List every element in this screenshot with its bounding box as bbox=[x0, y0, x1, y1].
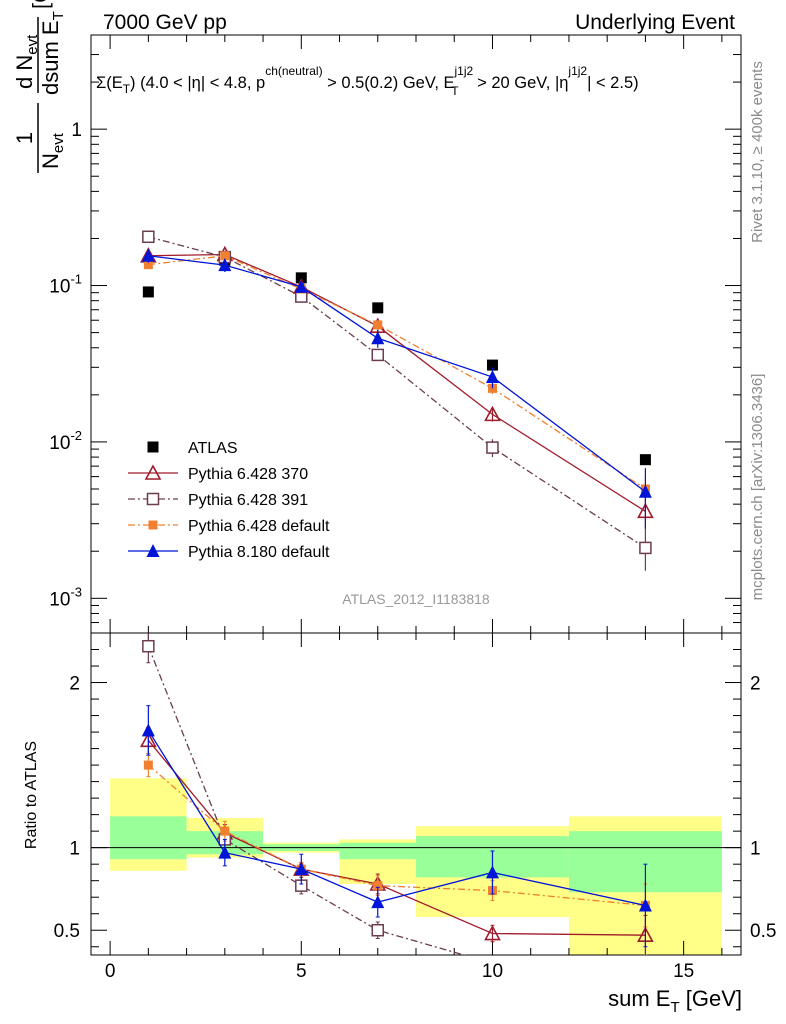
x-tick-label: 15 bbox=[673, 961, 694, 982]
legend-label-p370: Pythia 6.428 370 bbox=[188, 466, 308, 483]
series-line-p370 bbox=[148, 253, 646, 512]
legend-label-p6def: Pythia 6.428 default bbox=[188, 518, 330, 535]
y-tick-label: 10-1 bbox=[49, 272, 82, 298]
cut-text: Σ(ET) (4.0 < |η| < 4.8, pch(neutral) > 0… bbox=[96, 64, 639, 98]
point-p6def bbox=[220, 251, 230, 261]
y-tick-label: 1 bbox=[71, 120, 82, 141]
ratio-point-p370 bbox=[484, 924, 501, 941]
ratio-y-tick-label-right: 0.5 bbox=[750, 921, 776, 942]
x-tick-label: 5 bbox=[296, 961, 307, 982]
ratio-series bbox=[140, 633, 654, 974]
x-tick-label: 10 bbox=[482, 961, 503, 982]
legend-marker-p6def bbox=[148, 520, 158, 530]
rivet-label: Rivet 3.1.10, ≥ 400k events bbox=[749, 61, 766, 243]
point-atlas bbox=[372, 302, 384, 314]
ratio-line-p6def bbox=[147, 764, 646, 907]
series-line-p8def bbox=[148, 255, 646, 493]
ratio-point-p8def bbox=[485, 865, 499, 879]
axes: 0 5 10 15 10-3 10-2 10-1 1 0.5 0.5 1 1 2 2 bbox=[49, 34, 776, 982]
y-title-one: 1 bbox=[12, 132, 37, 144]
point-p8def bbox=[141, 248, 155, 262]
point-p391 bbox=[486, 441, 499, 454]
mcplots-label: mcplots.cern.ch [arXiv:1306.3436] bbox=[749, 374, 766, 601]
point-p8def bbox=[485, 370, 499, 384]
point-p370 bbox=[484, 405, 501, 422]
point-atlas bbox=[295, 272, 307, 284]
ratio-y-tick-label-right: 2 bbox=[750, 674, 761, 695]
point-atlas bbox=[486, 359, 498, 371]
ratio-point-p391 bbox=[371, 923, 385, 937]
main-series bbox=[140, 230, 654, 571]
ratio-point-p6def bbox=[220, 826, 230, 836]
header-right: Underlying Event bbox=[575, 11, 735, 34]
ratio-y-tick-label: 0.5 bbox=[54, 921, 80, 942]
ratio-point-p6def bbox=[373, 881, 383, 891]
ratio-y-tick-label: 2 bbox=[69, 674, 80, 695]
ratio-y-tick-label-right: 1 bbox=[750, 839, 761, 860]
ratio-point-p8def bbox=[218, 845, 232, 859]
y-axis-title-main: 1 Nevt d Nevt dsum ET [GeV-1] bbox=[12, 0, 67, 173]
point-atlas bbox=[142, 286, 154, 298]
ratio-point-p391 bbox=[142, 639, 155, 653]
x-tick-label: 0 bbox=[105, 961, 116, 982]
point-atlas bbox=[639, 454, 651, 466]
point-p6def bbox=[143, 260, 153, 270]
y-title-dsum: dsum ET bbox=[38, 11, 67, 95]
point-p6def bbox=[373, 320, 383, 330]
point-p391 bbox=[142, 230, 155, 244]
y-title-unit: [GeV-1] bbox=[26, 0, 53, 9]
legend-label-atlas: ATLAS bbox=[188, 440, 238, 457]
y-tick-label: 10-2 bbox=[49, 428, 82, 454]
y-tick-label: 10-3 bbox=[49, 584, 82, 610]
legend-marker-p8def bbox=[146, 544, 160, 557]
series-line-p391 bbox=[148, 236, 646, 549]
y-axis-title-ratio: Ratio to ATLAS bbox=[23, 741, 40, 849]
ratio-point-p6def bbox=[143, 760, 153, 770]
series-line-p6def bbox=[148, 255, 646, 490]
analysis-id: ATLAS_2012_I1183818 bbox=[342, 591, 490, 607]
ratio-point-p8def bbox=[638, 898, 652, 912]
point-p8def bbox=[294, 279, 308, 293]
y-title-nevt: Nevt bbox=[38, 132, 67, 169]
legend-marker-p370 bbox=[144, 464, 162, 480]
legend-label-p391: Pythia 6.428 391 bbox=[188, 492, 308, 509]
legend: ATLAS Pythia 6.428 370 Pythia 6.428 391 Pyt… bbox=[128, 440, 330, 561]
ratio-point-p8def bbox=[141, 723, 155, 737]
ratio-point-p8def bbox=[294, 862, 308, 876]
point-p391 bbox=[371, 348, 385, 362]
ratio-point-p8def bbox=[371, 895, 385, 909]
legend-label-p8def: Pythia 8.180 default bbox=[188, 544, 330, 561]
point-p8def bbox=[218, 258, 232, 272]
ratio-line-p391 bbox=[147, 645, 467, 955]
legend-marker-p391 bbox=[146, 492, 160, 506]
ratio-point-p391 bbox=[640, 963, 651, 974]
header-left: 7000 GeV pp bbox=[103, 11, 227, 34]
point-p8def bbox=[638, 484, 652, 498]
legend-marker-atlas bbox=[147, 441, 159, 453]
point-p391 bbox=[639, 541, 652, 555]
band-green bbox=[110, 816, 187, 860]
ratio-line-p370 bbox=[147, 739, 646, 936]
y-title-dn: d Nevt bbox=[12, 34, 41, 89]
x-axis-title: sum ET [GeV] bbox=[608, 986, 742, 1016]
ratio-bands bbox=[91, 778, 741, 955]
band-green bbox=[339, 842, 416, 860]
ratio-y-tick-label: 1 bbox=[69, 839, 80, 860]
ratio-line-p8def bbox=[147, 730, 646, 907]
point-p8def bbox=[371, 331, 385, 345]
